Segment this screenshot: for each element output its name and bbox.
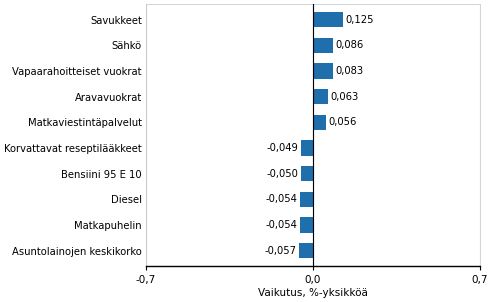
Bar [313, 114, 326, 130]
Text: 0,056: 0,056 [329, 117, 357, 127]
Bar [300, 217, 313, 233]
Bar [313, 37, 333, 53]
Text: -0,050: -0,050 [267, 169, 299, 178]
Text: 0,125: 0,125 [345, 14, 373, 24]
Text: -0,054: -0,054 [266, 194, 298, 204]
Bar [313, 12, 342, 27]
Text: -0,057: -0,057 [265, 246, 297, 255]
Text: 0,083: 0,083 [335, 66, 363, 76]
Bar [299, 243, 313, 258]
Text: 0,086: 0,086 [336, 40, 364, 50]
Bar [313, 89, 328, 104]
Bar [301, 140, 313, 156]
Text: 0,063: 0,063 [330, 92, 359, 101]
Text: -0,049: -0,049 [267, 143, 299, 153]
X-axis label: Vaikutus, %-yksikköä: Vaikutus, %-yksikköä [258, 288, 368, 298]
Bar [300, 191, 313, 207]
Text: -0,054: -0,054 [266, 220, 298, 230]
Bar [313, 63, 333, 79]
Bar [301, 166, 313, 181]
